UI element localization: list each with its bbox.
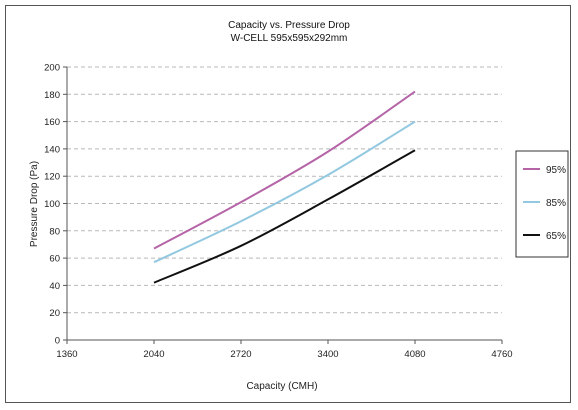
y-tick-label: 160 xyxy=(44,117,60,128)
series-line-65pct xyxy=(153,149,416,284)
y-tick-label: 40 xyxy=(49,281,60,292)
y-tick-label: 120 xyxy=(44,172,60,183)
y-tick-label: 0 xyxy=(55,336,60,347)
legend-label: 95% xyxy=(546,165,566,176)
y-tick-label: 60 xyxy=(49,254,60,265)
x-tick-label: 2040 xyxy=(143,349,164,360)
y-tick-label: 80 xyxy=(49,226,60,237)
y-tick-label: 180 xyxy=(44,90,60,101)
x-tick-label: 4080 xyxy=(404,349,425,360)
y-tick-label: 140 xyxy=(44,144,60,155)
chart-subtitle: W-CELL 595x595x292mm xyxy=(231,33,348,44)
y-axis-label: Pressure Drop (Pa) xyxy=(29,161,40,247)
legend-label: 85% xyxy=(546,198,566,209)
series-line-85pct xyxy=(153,120,416,264)
chart-title: Capacity vs. Pressure Drop xyxy=(228,20,350,31)
y-tick-label: 200 xyxy=(44,63,60,74)
y-tick-label: 100 xyxy=(44,199,60,210)
x-tick-label: 2720 xyxy=(230,349,251,360)
series-line-95pct xyxy=(153,90,416,250)
x-tick-label: 1360 xyxy=(56,349,77,360)
x-tick-label: 4760 xyxy=(491,349,512,360)
legend-label: 65% xyxy=(546,231,566,242)
x-axis-label: Capacity (CMH) xyxy=(246,381,317,392)
y-tick-label: 20 xyxy=(49,308,60,319)
x-tick-label: 3400 xyxy=(317,349,338,360)
